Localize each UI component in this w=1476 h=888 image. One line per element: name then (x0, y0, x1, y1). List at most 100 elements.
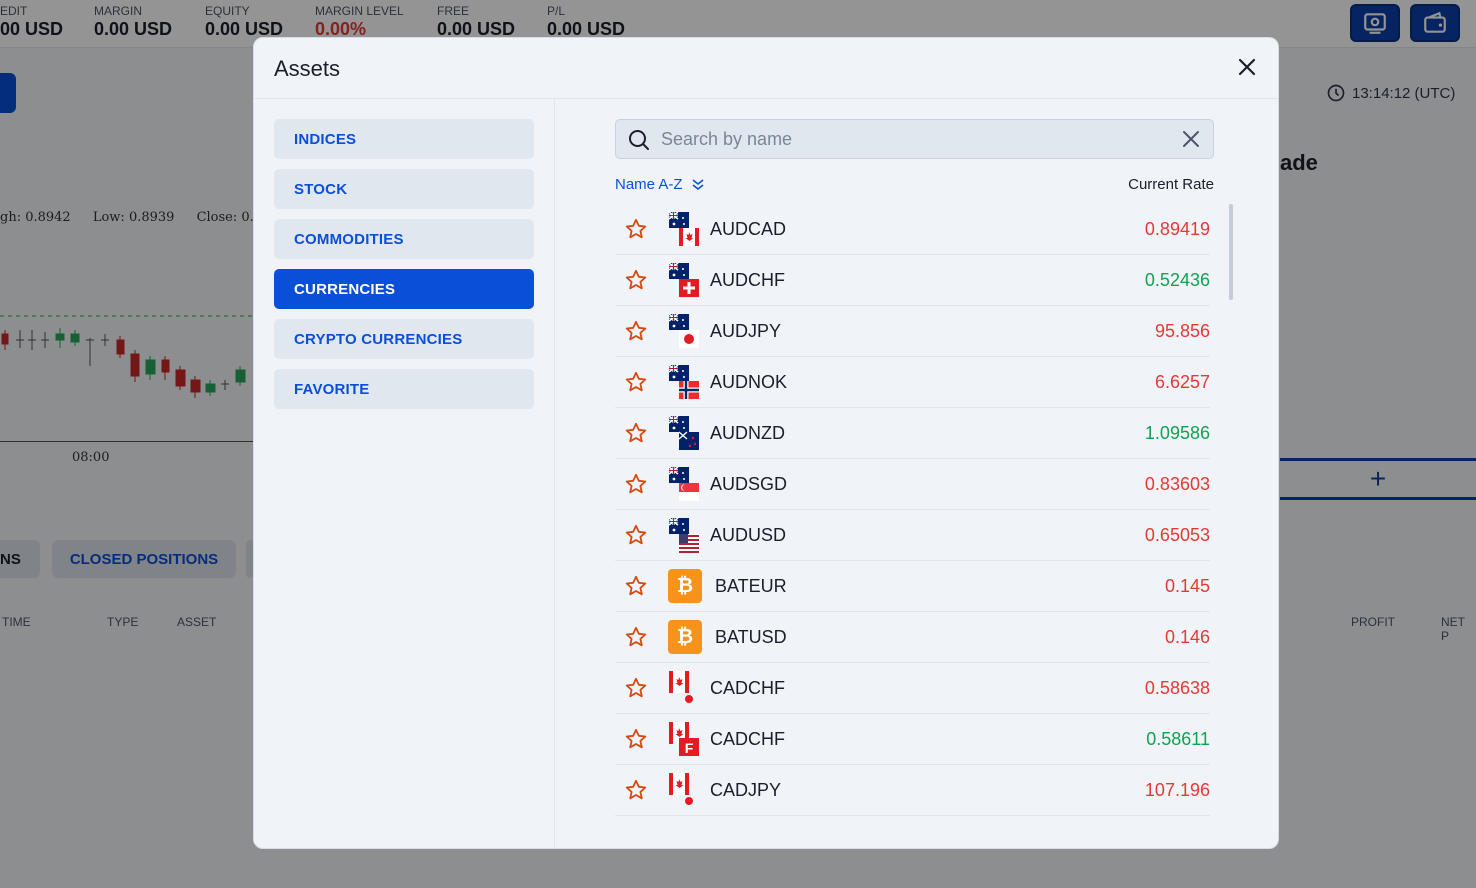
asset-rate: 1.09586 (1144, 423, 1210, 443)
asset-name: BATEUR (715, 576, 787, 596)
asset-list: AUDCAD 0.89419 AUDCHF 0.52436 AUDJPY 95.856 AU… (615, 204, 1210, 848)
category-favorite[interactable]: FAVORITE (274, 369, 534, 409)
asset-rate: 0.65053 (1144, 525, 1210, 545)
asset-row[interactable]: CADCHF 0.58638 (615, 663, 1210, 714)
column-type: TYPE (107, 615, 139, 629)
asset-rate: 0.83603 (1144, 474, 1210, 494)
deposit-button[interactable] (1350, 4, 1400, 42)
plus-icon: + (1369, 463, 1387, 494)
stat-free: FREE 0.00 USD (437, 4, 516, 39)
column-asset: ASSET (177, 615, 217, 629)
clear-search-icon[interactable] (1181, 129, 1201, 149)
modal-title: Assets (274, 56, 341, 81)
category-crypto-currencies[interactable]: CRYPTO CURRENCIES (274, 319, 534, 359)
asset-rate: 0.58611 (1146, 729, 1210, 749)
search-icon (629, 130, 649, 150)
category-currencies[interactable]: CURRENCIES (274, 269, 534, 309)
favorite-star-icon[interactable] (624, 778, 648, 802)
svg-text:F: F (685, 740, 694, 756)
server-clock: 13:14:12 (UTC) (1326, 83, 1455, 103)
flag-au-jp-icon (669, 314, 699, 348)
asset-name: AUDNOK (710, 372, 788, 392)
flag-au-nz-icon (669, 416, 699, 450)
sort-toggle[interactable]: Name A-Z (615, 176, 705, 193)
flag-au-ch-icon (669, 263, 699, 297)
favorite-star-icon[interactable] (624, 421, 648, 445)
category-commodities[interactable]: COMMODITIES (274, 219, 534, 259)
asset-row[interactable]: F CADCHF 0.58611 (615, 714, 1210, 765)
tab-other[interactable] (246, 540, 254, 578)
asset-rate: 6.6257 (1154, 372, 1210, 392)
asset-rate: 0.52436 (1144, 270, 1210, 290)
asset-name: AUDNZD (710, 423, 785, 443)
stat-credit: EDIT 00 USD (0, 4, 64, 39)
category-indices[interactable]: INDICES (274, 119, 534, 159)
flag-au-sg-icon (669, 467, 699, 501)
flag-ca-jp-icon (669, 773, 693, 805)
bitcoin-icon: ₿ (668, 620, 702, 654)
bitcoin-icon: ₿ (668, 569, 702, 603)
asset-row[interactable]: AUDNOK 6.6257 (615, 357, 1210, 408)
stat-equity: EQUITY 0.00 USD (205, 4, 284, 39)
asset-row[interactable]: CADJPY 107.196 (615, 765, 1210, 816)
asset-name: CADCHF (710, 729, 785, 749)
asset-name: CADJPY (710, 780, 782, 800)
asset-name: AUDJPY (710, 321, 782, 341)
search-box (615, 119, 1214, 159)
close-button[interactable] (1236, 56, 1258, 78)
asset-rate: 107.196 (1144, 780, 1210, 800)
chart-x-axis (0, 441, 253, 442)
favorite-star-icon[interactable] (624, 523, 648, 547)
asset-row[interactable]: AUDSGD 0.83603 (615, 459, 1210, 510)
favorite-star-icon[interactable] (624, 268, 648, 292)
asset-row[interactable]: ₿ BATUSD 0.146 (615, 612, 1210, 663)
deposit-icon (1364, 13, 1386, 34)
add-chart-button[interactable]: + (1280, 458, 1476, 500)
asset-row[interactable]: AUDUSD 0.65053 (615, 510, 1210, 561)
favorite-star-icon[interactable] (624, 472, 648, 496)
asset-name: AUDCHF (710, 270, 785, 290)
tab-closed-positions[interactable]: CLOSED POSITIONS (52, 540, 236, 578)
flag-ca-jp-icon (669, 671, 693, 703)
favorite-star-icon[interactable] (624, 319, 648, 343)
wallet-button[interactable] (1410, 4, 1460, 42)
asset-name: AUDCAD (710, 219, 787, 239)
category-stock[interactable]: STOCK (274, 169, 534, 209)
asset-row[interactable]: AUDNZD 1.09586 (615, 408, 1210, 459)
asset-row[interactable]: ₿ BATEUR 0.145 (615, 561, 1210, 612)
tab-open-positions[interactable]: NS (0, 540, 40, 578)
chevron-down-icon (692, 178, 704, 190)
trade-panel-title: ade (1280, 150, 1318, 175)
favorite-star-icon[interactable] (624, 217, 648, 241)
favorite-star-icon[interactable] (624, 625, 648, 649)
asset-name: BATUSD (715, 627, 787, 647)
stat-pl: P/L 0.00 USD (547, 4, 626, 39)
column-profit: PROFIT (1351, 615, 1395, 629)
list-scrollbar[interactable] (1229, 204, 1233, 300)
flag-au-no-icon (669, 365, 699, 399)
account-bar: EDIT 00 USD MARGIN 0.00 USD EQUITY 0.00 … (0, 0, 1476, 48)
asset-rate: 0.145 (1164, 576, 1210, 596)
asset-name: CADCHF (710, 678, 785, 698)
flag-au-ca-icon (669, 212, 699, 246)
asset-row[interactable]: AUDJPY 95.856 (615, 306, 1210, 357)
asset-name: AUDUSD (710, 525, 787, 545)
favorite-star-icon[interactable] (624, 370, 648, 394)
candlestick-chart (0, 315, 253, 398)
asset-rate: 0.146 (1164, 627, 1210, 647)
favorite-star-icon[interactable] (624, 676, 648, 700)
side-action-button[interactable] (0, 73, 16, 113)
asset-rate: 95.856 (1154, 321, 1210, 341)
favorite-star-icon[interactable] (624, 574, 648, 598)
asset-row[interactable]: AUDCHF 0.52436 (615, 255, 1210, 306)
stat-margin: MARGIN 0.00 USD (94, 4, 173, 39)
wallet-icon (1424, 11, 1446, 33)
favorite-star-icon[interactable] (624, 727, 648, 751)
stat-margin-level: MARGIN LEVEL 0.00% (315, 4, 404, 39)
flag-au-us-icon (669, 518, 699, 553)
assets-modal: Assets INDICES STOCK COMMODITIES CURRENC… (253, 37, 1279, 849)
asset-row[interactable]: AUDCAD 0.89419 (615, 204, 1210, 255)
asset-rate: 0.58638 (1144, 678, 1210, 698)
search-input[interactable] (661, 120, 1161, 158)
category-sidebar: INDICES STOCK COMMODITIES CURRENCIES CRY… (254, 99, 555, 848)
